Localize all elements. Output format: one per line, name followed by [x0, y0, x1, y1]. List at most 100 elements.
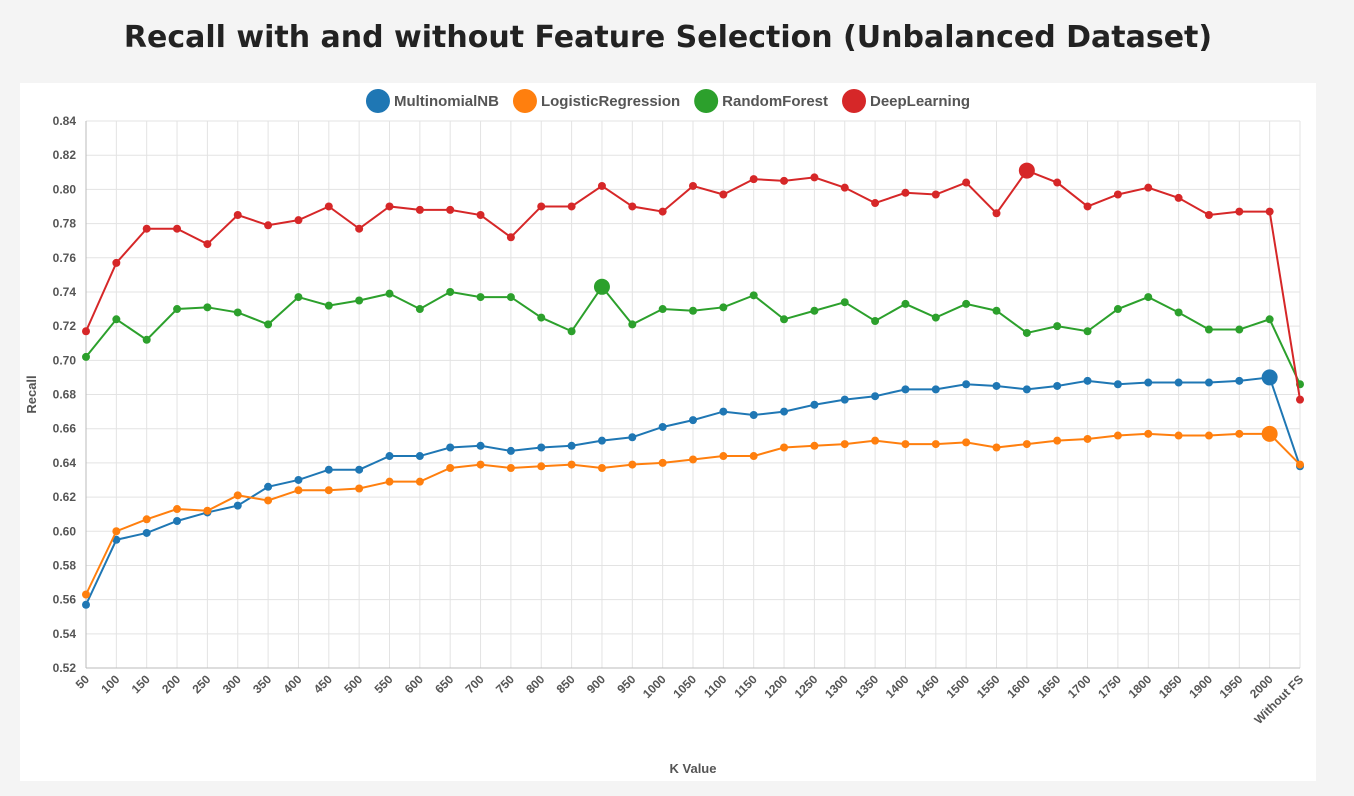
data-point[interactable]: [112, 315, 121, 324]
data-point[interactable]: [780, 176, 789, 185]
data-point[interactable]: [1235, 376, 1244, 385]
data-point[interactable]: [780, 407, 789, 416]
data-point[interactable]: [142, 528, 151, 537]
highlight-point[interactable]: [1018, 162, 1035, 179]
data-point[interactable]: [658, 422, 667, 431]
legend-item[interactable]: MultinomialNB: [365, 89, 499, 113]
data-point[interactable]: [901, 385, 910, 394]
data-point[interactable]: [962, 438, 971, 447]
data-point[interactable]: [749, 452, 758, 461]
data-point[interactable]: [901, 299, 910, 308]
data-point[interactable]: [1113, 305, 1122, 314]
data-point[interactable]: [233, 501, 242, 510]
data-point[interactable]: [931, 440, 940, 449]
data-point[interactable]: [719, 190, 728, 199]
data-point[interactable]: [719, 407, 728, 416]
data-point[interactable]: [264, 482, 273, 491]
data-point[interactable]: [810, 173, 819, 182]
data-point[interactable]: [1053, 322, 1062, 331]
data-point[interactable]: [780, 315, 789, 324]
data-point[interactable]: [1113, 431, 1122, 440]
data-point[interactable]: [1174, 193, 1183, 202]
data-point[interactable]: [1083, 202, 1092, 211]
data-point[interactable]: [537, 313, 546, 322]
data-point[interactable]: [324, 301, 333, 310]
highlight-point[interactable]: [1261, 425, 1278, 442]
data-point[interactable]: [597, 464, 606, 473]
data-point[interactable]: [82, 327, 90, 336]
data-point[interactable]: [1053, 436, 1062, 445]
data-point[interactable]: [628, 433, 637, 442]
highlight-point[interactable]: [1261, 369, 1278, 386]
data-point[interactable]: [324, 486, 333, 495]
data-point[interactable]: [1113, 190, 1122, 199]
data-point[interactable]: [962, 299, 971, 308]
data-point[interactable]: [749, 175, 758, 184]
data-point[interactable]: [962, 380, 971, 389]
data-point[interactable]: [1053, 178, 1062, 187]
data-point[interactable]: [173, 305, 182, 314]
data-point[interactable]: [203, 303, 212, 312]
data-point[interactable]: [173, 505, 182, 514]
data-point[interactable]: [1204, 211, 1213, 220]
data-point[interactable]: [1022, 440, 1031, 449]
data-point[interactable]: [871, 392, 880, 401]
data-point[interactable]: [264, 496, 273, 505]
data-point[interactable]: [385, 289, 394, 298]
data-point[interactable]: [264, 221, 273, 230]
data-point[interactable]: [780, 443, 789, 452]
data-point[interactable]: [689, 416, 697, 425]
data-point[interactable]: [1083, 376, 1092, 385]
data-point[interactable]: [567, 202, 576, 211]
data-point[interactable]: [1144, 183, 1153, 192]
data-point[interactable]: [931, 313, 940, 322]
data-point[interactable]: [355, 224, 364, 233]
data-point[interactable]: [294, 486, 303, 495]
data-point[interactable]: [992, 306, 1001, 315]
data-point[interactable]: [810, 306, 819, 315]
data-point[interactable]: [233, 491, 242, 500]
data-point[interactable]: [567, 441, 576, 450]
legend-item[interactable]: RandomForest: [694, 89, 828, 113]
data-point[interactable]: [1204, 325, 1213, 334]
data-point[interactable]: [355, 465, 364, 474]
data-point[interactable]: [82, 590, 90, 599]
data-point[interactable]: [476, 211, 485, 220]
data-point[interactable]: [1204, 378, 1213, 387]
data-point[interactable]: [112, 258, 121, 267]
data-point[interactable]: [385, 477, 394, 486]
data-point[interactable]: [537, 202, 546, 211]
data-point[interactable]: [446, 464, 455, 473]
data-point[interactable]: [658, 207, 667, 216]
data-point[interactable]: [446, 287, 455, 296]
data-point[interactable]: [1235, 325, 1244, 334]
data-point[interactable]: [537, 462, 546, 471]
data-point[interactable]: [415, 477, 424, 486]
data-point[interactable]: [1235, 207, 1244, 216]
data-point[interactable]: [658, 458, 667, 467]
data-point[interactable]: [689, 306, 697, 315]
data-point[interactable]: [901, 188, 910, 197]
data-point[interactable]: [840, 298, 849, 307]
data-point[interactable]: [112, 535, 121, 544]
data-point[interactable]: [537, 443, 546, 452]
data-point[interactable]: [810, 400, 819, 409]
data-point[interactable]: [173, 224, 182, 233]
data-point[interactable]: [446, 205, 455, 214]
data-point[interactable]: [992, 209, 1001, 218]
data-point[interactable]: [506, 446, 515, 455]
data-point[interactable]: [840, 440, 849, 449]
data-point[interactable]: [628, 320, 637, 329]
data-point[interactable]: [871, 316, 880, 325]
data-point[interactable]: [1174, 431, 1183, 440]
data-point[interactable]: [840, 395, 849, 404]
highlight-point[interactable]: [593, 278, 610, 295]
data-point[interactable]: [203, 506, 212, 515]
data-point[interactable]: [446, 443, 455, 452]
data-point[interactable]: [476, 441, 485, 450]
data-point[interactable]: [597, 181, 606, 190]
data-point[interactable]: [233, 211, 242, 220]
data-point[interactable]: [1144, 293, 1153, 302]
legend-item[interactable]: DeepLearning: [842, 89, 970, 113]
data-point[interactable]: [203, 240, 212, 249]
